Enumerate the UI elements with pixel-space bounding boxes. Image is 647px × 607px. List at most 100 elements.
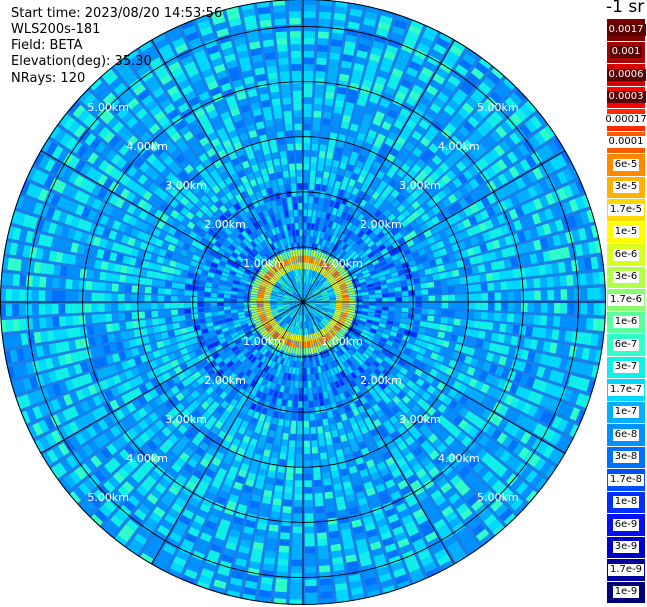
range-gate	[219, 391, 228, 400]
range-gate	[321, 293, 329, 297]
range-gate	[215, 573, 229, 583]
range-gate	[457, 210, 468, 220]
range-gate	[184, 296, 191, 302]
range-gate	[338, 348, 345, 356]
range-gate	[414, 78, 427, 90]
range-gate	[338, 407, 346, 415]
range-gate	[328, 417, 335, 425]
range-gate	[443, 104, 456, 116]
range-gate	[418, 248, 427, 256]
range-gate	[165, 281, 173, 288]
range-gate	[423, 164, 433, 175]
range-gate	[196, 463, 207, 474]
range-gate	[410, 331, 418, 338]
range-gate	[360, 396, 368, 405]
range-gate	[303, 176, 309, 184]
range-gate	[120, 331, 129, 340]
range-gate	[569, 182, 580, 196]
range-gate	[453, 444, 465, 455]
range-gate	[283, 372, 288, 380]
range-gate	[366, 319, 374, 324]
range-gate	[487, 518, 502, 532]
range-gate	[260, 371, 267, 379]
range-gate	[311, 277, 315, 285]
range-gate	[389, 415, 399, 425]
range-gate	[314, 486, 323, 494]
range-gate	[338, 318, 346, 323]
range-gate	[347, 269, 355, 276]
range-gate	[433, 518, 447, 530]
range-gate	[487, 71, 501, 85]
range-gate	[443, 263, 452, 271]
range-gate	[296, 453, 303, 461]
range-gate	[253, 374, 260, 382]
range-gate	[334, 201, 341, 210]
range-gate	[477, 264, 486, 273]
range-gate	[385, 507, 397, 518]
range-gate	[324, 334, 331, 341]
range-gate	[304, 467, 312, 474]
range-gate	[357, 175, 365, 184]
range-gate	[378, 489, 389, 499]
range-gate	[311, 326, 315, 334]
range-gate	[387, 213, 396, 222]
range-gate	[303, 302, 305, 309]
range-gate	[448, 153, 460, 164]
range-gate	[338, 339, 345, 346]
range-gate	[321, 307, 329, 310]
range-gate	[315, 71, 326, 79]
range-gate	[544, 382, 555, 395]
range-gate	[510, 257, 519, 268]
range-gate	[284, 366, 289, 374]
range-gate	[326, 340, 332, 348]
range-gate	[398, 275, 407, 281]
range-gate	[482, 76, 496, 90]
range-gate	[544, 160, 556, 174]
range-gate	[324, 326, 330, 333]
range-gate	[312, 278, 316, 285]
range-gate	[378, 244, 386, 251]
range-gate	[428, 143, 439, 154]
range-gate	[372, 277, 380, 283]
range-gate	[456, 221, 466, 231]
range-gate	[403, 348, 412, 356]
range-gate	[58, 278, 67, 289]
range-gate	[483, 514, 497, 527]
range-gate	[327, 275, 334, 281]
range-gate	[318, 330, 323, 338]
range-gate	[304, 500, 313, 507]
range-gate	[318, 392, 324, 400]
range-gate	[261, 428, 269, 436]
range-gate	[383, 386, 392, 395]
range-gate	[573, 213, 584, 227]
range-gate	[66, 328, 75, 339]
range-gate	[475, 417, 486, 429]
range-gate	[286, 339, 291, 346]
range-gate	[418, 169, 429, 180]
range-gate	[324, 240, 330, 248]
range-gate	[350, 346, 357, 353]
range-gate	[378, 275, 386, 281]
range-gate	[365, 367, 373, 376]
range-gate	[538, 327, 547, 339]
range-gate	[495, 106, 508, 119]
range-gate	[566, 274, 574, 286]
range-gate	[322, 343, 327, 351]
range-gate	[486, 206, 496, 218]
range-gate	[272, 498, 282, 506]
range-gate	[305, 289, 309, 297]
range-gate	[420, 282, 428, 289]
range-gate	[430, 489, 443, 501]
range-gate	[453, 415, 463, 426]
range-gate	[401, 312, 409, 318]
range-gate	[264, 442, 273, 451]
range-gate	[175, 457, 186, 468]
range-gate	[524, 100, 537, 113]
range-gate	[278, 335, 283, 342]
range-gate	[358, 551, 371, 561]
range-gate	[326, 151, 334, 160]
range-gate	[188, 497, 201, 508]
range-gate	[300, 315, 302, 322]
range-gate	[121, 524, 135, 537]
range-gate	[559, 275, 567, 287]
